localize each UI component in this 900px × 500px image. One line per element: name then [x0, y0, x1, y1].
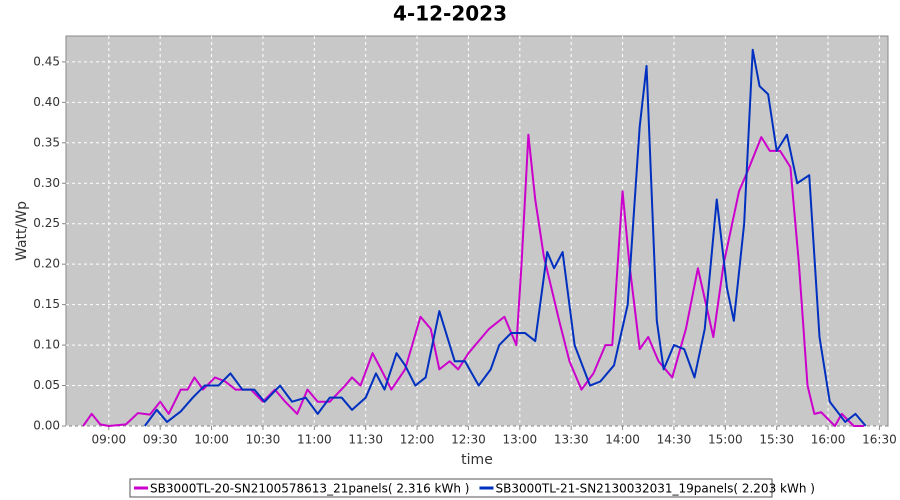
series-line — [143, 48, 867, 427]
y-tick-label: 0.35 — [33, 135, 60, 149]
x-tick-label: 12:00 — [400, 433, 435, 447]
x-tick-label: 15:00 — [708, 433, 743, 447]
x-tick-label: 13:00 — [503, 433, 538, 447]
x-tick-label: 13:30 — [554, 433, 589, 447]
chart-title: 4-12-2023 — [393, 2, 507, 26]
x-tick-label: 09:00 — [92, 433, 127, 447]
x-tick-label: 09:30 — [143, 433, 178, 447]
y-tick-label: 0.20 — [33, 257, 60, 271]
legend — [129, 478, 773, 498]
legend-label: SB3000TL-20-SN2100578613_21panels( 2.316… — [150, 482, 469, 496]
x-tick-label: 16:00 — [811, 433, 846, 447]
x-tick-label: 14:00 — [605, 433, 640, 447]
legend-label: SB3000TL-21-SN2130032031_19panels( 2.203… — [495, 482, 814, 496]
y-tick-label: 0.30 — [33, 176, 60, 190]
y-tick-label: 0.00 — [33, 419, 60, 433]
y-tick-label: 0.25 — [33, 216, 60, 230]
x-tick-label: 14:30 — [657, 433, 692, 447]
x-tick-label: 10:00 — [194, 433, 229, 447]
plot-area — [65, 35, 889, 427]
x-tick-label: 11:00 — [297, 433, 332, 447]
x-tick-label: 16:30 — [862, 433, 897, 447]
x-axis-label: time — [461, 452, 493, 468]
y-axis-label: Watt/Wp — [14, 201, 30, 261]
y-tick-label: 0.05 — [33, 378, 60, 392]
y-tick-label: 0.10 — [33, 338, 60, 352]
x-tick-label: 12:30 — [451, 433, 486, 447]
x-tick-label: 11:30 — [348, 433, 383, 447]
y-tick-label: 0.15 — [33, 297, 60, 311]
x-tick-label: 10:30 — [246, 433, 281, 447]
y-tick-label: 0.40 — [33, 95, 60, 109]
y-tick-label: 0.45 — [33, 54, 60, 68]
x-tick-label: 15:30 — [759, 433, 794, 447]
